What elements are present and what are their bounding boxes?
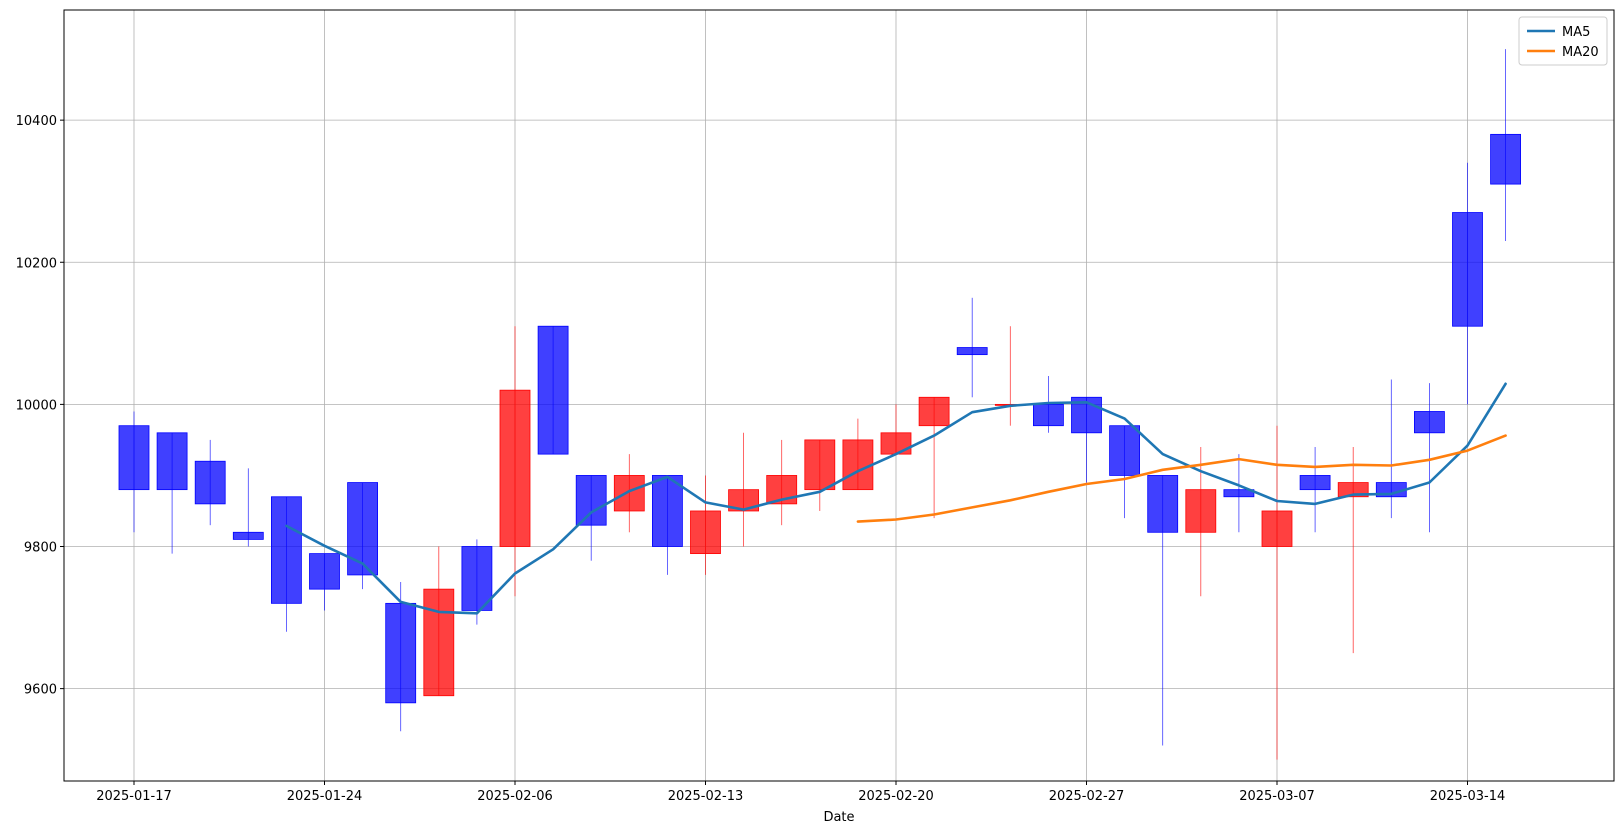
x-tick-label: 2025-01-17 xyxy=(96,789,172,804)
candle-body-up xyxy=(918,396,950,427)
x-tick-label: 2025-02-20 xyxy=(858,789,934,804)
x-tick-label: 2025-02-06 xyxy=(477,789,553,804)
series-line-ma20 xyxy=(856,434,1507,523)
candle-body-down xyxy=(347,482,379,576)
legend-label: MA20 xyxy=(1562,45,1599,60)
x-tick-label: 2025-02-27 xyxy=(1049,789,1125,804)
candle-body-down xyxy=(309,553,340,590)
legend-box xyxy=(1518,16,1608,66)
x-tick-label: 2025-03-07 xyxy=(1239,789,1315,804)
y-tick-label: 10200 xyxy=(16,256,57,271)
candle-body-down xyxy=(956,347,988,356)
x-axis: 2025-01-17 2025-01-24 2025-02-06 2025-02-13… xyxy=(96,781,1505,804)
candle-body-down xyxy=(1033,403,1064,427)
candle-body-down xyxy=(385,602,417,704)
candle-body-up xyxy=(690,510,721,555)
candle-body-up xyxy=(804,439,836,491)
y-tick-label: 9600 xyxy=(24,683,57,698)
candle-body-down xyxy=(1147,475,1179,533)
candle-body-up xyxy=(1261,510,1293,547)
x-axis-title: Date xyxy=(823,810,854,825)
candle-body-down xyxy=(537,325,569,455)
candle-body-down xyxy=(652,475,683,547)
candle-body-down xyxy=(194,460,226,505)
x-tick-label: 2025-02-13 xyxy=(668,789,744,804)
x-tick-label: 2025-03-14 xyxy=(1430,789,1506,804)
y-tick-label: 9800 xyxy=(24,541,57,556)
moving-average-lines xyxy=(285,382,1507,615)
candle-body-up xyxy=(880,432,912,455)
candle-body-down xyxy=(1299,475,1331,491)
candle-body-down xyxy=(1490,133,1521,185)
series-line-ma5 xyxy=(285,382,1507,615)
y-tick-label: 10000 xyxy=(16,398,57,413)
candles-layer xyxy=(118,49,1521,760)
candle-body-down xyxy=(575,475,607,526)
x-tick-label: 2025-01-24 xyxy=(287,789,363,804)
legend-label: MA5 xyxy=(1562,25,1590,40)
candle-body-down xyxy=(1414,411,1445,434)
candle-body-up xyxy=(728,489,759,512)
legend: MA5 MA20 xyxy=(1518,16,1608,66)
y-axis: 9600 9800 10000 10200 10400 xyxy=(16,114,64,698)
candle-body-up xyxy=(842,439,874,491)
candle-body-up xyxy=(423,588,455,697)
candle-body-down xyxy=(118,425,150,491)
y-tick-label: 10400 xyxy=(16,114,57,129)
candle-body-up xyxy=(613,475,645,512)
candle-body-up xyxy=(499,389,531,547)
candle-body-down xyxy=(270,496,302,604)
candle-body-down xyxy=(156,432,188,491)
candle-body-down xyxy=(1223,489,1255,498)
plot-frame xyxy=(63,9,1615,782)
candle-body-down xyxy=(461,546,493,611)
candle-body-down xyxy=(1109,425,1140,476)
candle-body-up xyxy=(1185,489,1217,533)
candle-body-down xyxy=(232,531,264,540)
candle-body-down xyxy=(1452,212,1483,327)
